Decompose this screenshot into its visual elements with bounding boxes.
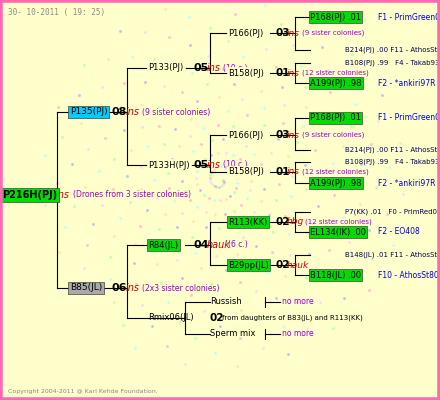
Text: (9 sister colonies): (9 sister colonies) [302,132,364,138]
Text: A199(PJ) .98: A199(PJ) .98 [310,178,362,188]
Text: hbg: hbg [287,218,304,226]
Text: 02: 02 [210,313,224,323]
Text: F10 - AthosSt80R: F10 - AthosSt80R [378,270,440,280]
Text: B214(PJ) .00 F11 - AthosSt80R: B214(PJ) .00 F11 - AthosSt80R [345,147,440,153]
Text: B85(JL): B85(JL) [70,284,102,292]
Text: ins: ins [287,28,300,38]
Text: (10 c.): (10 c.) [223,160,247,170]
Text: Copyright 2004-2011 @ Karl Kehde Foundation.: Copyright 2004-2011 @ Karl Kehde Foundat… [8,389,158,394]
Text: 08: 08 [112,107,127,117]
Text: (12 sister colonies): (12 sister colonies) [305,219,372,225]
Text: B148(JL) .01 F11 - AthosSt80R: B148(JL) .01 F11 - AthosSt80R [345,252,440,258]
Text: P166(PJ): P166(PJ) [228,130,263,140]
Text: R84(JL): R84(JL) [148,240,178,250]
Text: ins: ins [56,190,70,200]
Text: 01: 01 [275,68,290,78]
Text: P135(PJ): P135(PJ) [70,108,108,116]
Text: 30- 10-2011 ( 19: 25): 30- 10-2011 ( 19: 25) [8,8,105,17]
Text: ins: ins [287,68,300,78]
Text: Rmix06(JL): Rmix06(JL) [148,314,194,322]
Text: 05: 05 [193,63,208,73]
Text: 03: 03 [275,130,290,140]
Text: F1 - PrimGreen00: F1 - PrimGreen00 [378,12,440,22]
Text: P216H(PJ): P216H(PJ) [2,190,57,200]
Text: (2x3 sister colonies): (2x3 sister colonies) [142,284,220,292]
Text: B118(JL) .00: B118(JL) .00 [310,270,361,280]
Text: 02: 02 [275,217,290,227]
Text: Sperm mix: Sperm mix [210,330,256,338]
Text: F1 - PrimGreen00: F1 - PrimGreen00 [378,114,440,122]
Text: P133(PJ): P133(PJ) [148,64,183,72]
Text: R113(KK): R113(KK) [228,218,267,226]
Text: from daughters of B83(JL) and R113(KK): from daughters of B83(JL) and R113(KK) [222,315,363,321]
Text: hauk: hauk [207,240,231,250]
Text: 01: 01 [275,167,290,177]
Text: (9 sister colonies): (9 sister colonies) [142,108,210,116]
Text: EL134(IK) .00: EL134(IK) .00 [310,228,366,236]
Text: (6 c.): (6 c.) [228,240,248,250]
Text: 03: 03 [275,28,290,38]
Text: P168(PJ) .01: P168(PJ) .01 [310,12,361,22]
Text: B158(PJ): B158(PJ) [228,168,264,176]
Text: ins: ins [287,168,300,176]
Text: F2 - EO408: F2 - EO408 [378,228,420,236]
Text: 05: 05 [193,160,208,170]
Text: (12 sister colonies): (12 sister colonies) [302,70,369,76]
Text: (9 sister colonies): (9 sister colonies) [302,30,364,36]
Text: P168(PJ) .01: P168(PJ) .01 [310,114,361,122]
Text: P166(PJ): P166(PJ) [228,28,263,38]
Text: (12 sister colonies): (12 sister colonies) [302,169,369,175]
Text: B108(PJ) .99   F4 - Takab93R: B108(PJ) .99 F4 - Takab93R [345,60,440,66]
Text: B158(PJ): B158(PJ) [228,68,264,78]
Text: Russish: Russish [210,298,242,306]
Text: ins: ins [207,63,221,73]
Text: ins: ins [126,107,140,117]
Text: 02: 02 [275,260,290,270]
Text: no more: no more [282,330,314,338]
Text: (10 c.): (10 c.) [223,64,247,72]
Text: 10: 10 [42,190,57,200]
Text: F2 - *ankiri97R: F2 - *ankiri97R [378,78,436,88]
Text: B214(PJ) .00 F11 - AthosSt80R: B214(PJ) .00 F11 - AthosSt80R [345,47,440,53]
Text: no more: no more [282,298,314,306]
Text: F2 - *ankiri97R: F2 - *ankiri97R [378,178,436,188]
Text: ins: ins [207,160,221,170]
Text: P7(KK) .01   F0 - PrimRed01: P7(KK) .01 F0 - PrimRed01 [345,209,440,215]
Text: ins: ins [126,283,140,293]
Text: B108(PJ) .99   F4 - Takab93R: B108(PJ) .99 F4 - Takab93R [345,159,440,165]
Text: (Drones from 3 sister colonies): (Drones from 3 sister colonies) [73,190,191,200]
Text: A199(PJ) .98: A199(PJ) .98 [310,78,362,88]
Text: 04: 04 [193,240,209,250]
Text: hauk: hauk [287,260,309,270]
Text: 06: 06 [112,283,128,293]
Text: B29pp(JL): B29pp(JL) [228,260,269,270]
Text: P133H(PJ): P133H(PJ) [148,160,190,170]
Text: ins: ins [287,130,300,140]
